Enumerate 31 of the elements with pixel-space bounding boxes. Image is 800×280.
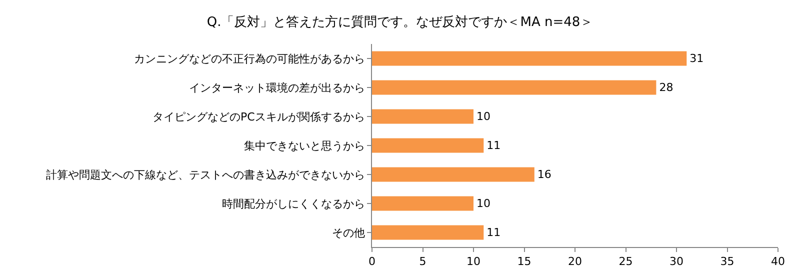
x-tick-label: 15 (517, 255, 532, 268)
bar (372, 80, 656, 95)
y-tick-label: 時間配分がしにくくなるから (222, 197, 365, 210)
x-tick-label: 0 (368, 255, 376, 268)
bar (372, 167, 534, 182)
bar (372, 138, 484, 153)
y-tick-label: その他 (332, 226, 365, 240)
data-label: 11 (486, 226, 501, 239)
x-tick-label: 20 (568, 255, 582, 268)
y-tick-label: タイピングなどのPCスキルが関係するから (152, 110, 365, 124)
x-tick-label: 35 (720, 255, 734, 268)
data-label: 10 (476, 197, 490, 210)
bar (372, 196, 474, 211)
x-tick-label: 10 (466, 255, 480, 268)
x-tick-label: 40 (771, 255, 785, 268)
y-tick-label: 集中できないと思うから (244, 139, 365, 152)
x-tick-label: 30 (670, 255, 684, 268)
y-tick-label: インターネット環境の差が出るから (188, 81, 365, 94)
data-label: 31 (690, 52, 704, 65)
x-tick-label: 25 (618, 255, 633, 268)
bar (372, 225, 484, 240)
y-tick-label: 計算や問題文への下線など、テストへの書き込みができないから (46, 168, 365, 182)
data-label: 28 (659, 81, 674, 94)
data-label: 11 (486, 139, 501, 152)
data-label: 10 (476, 110, 490, 123)
x-tick-label: 5 (419, 255, 426, 268)
bar (372, 109, 474, 124)
bar (372, 51, 687, 66)
chart-title: Q.「反対」と答えた方に質問です。なぜ反対ですか＜MA n=48＞ (206, 14, 594, 30)
data-label: 16 (537, 168, 552, 181)
y-tick-label: カンニングなどの不正行為の可能性があるから (134, 52, 365, 66)
